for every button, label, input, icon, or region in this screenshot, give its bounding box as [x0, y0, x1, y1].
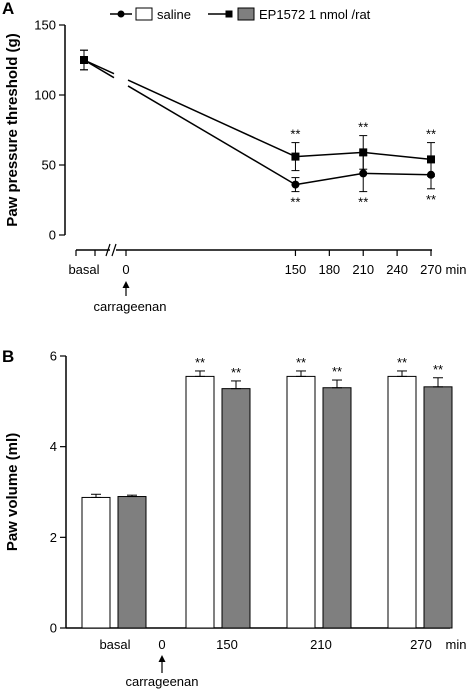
panel-b-x-tick-label: 270 — [410, 637, 432, 652]
panel-a-ep1572-point-marker — [359, 148, 368, 157]
panel-a-carrageenan-label: carrageenan — [94, 299, 167, 314]
panel-a-saline-series-segment — [363, 172, 432, 176]
legend: saline EP1572 1 nmol /rat — [110, 7, 371, 22]
panel-a-ep1572-series-segment — [83, 59, 115, 75]
panel-b-saline-significance-label: ** — [296, 355, 306, 370]
panel-a-ep1572-point-marker — [427, 155, 435, 164]
panel-a-x-tick-label: 210 — [352, 262, 374, 277]
panel-b-saline-bar — [185, 375, 215, 629]
panel-a-ep1572-series-segment — [127, 79, 296, 158]
panel-b-y-tick-label: 0 — [50, 621, 57, 636]
panel-b-bar-chart: 0 2 4 6 Paw volume (ml) ** ** ** ** ** ** basal 0 150… — [4, 349, 466, 689]
panel-a-y-tick-label: 0 — [49, 228, 56, 243]
panel-b-ep1572-significance-label: ** — [332, 364, 342, 379]
panel-b-x-tick-label: min — [446, 637, 467, 652]
panel-a-x-tick-label: 180 — [318, 262, 340, 277]
panel-a-x-axis-break-left — [105, 243, 111, 257]
panel-a-saline-significance-label: ** — [290, 195, 300, 210]
panel-b-saline-bar — [286, 375, 316, 629]
legend-ep-label: EP1572 1 nmol /rat — [259, 7, 371, 22]
legend-saline-label: saline — [157, 7, 191, 22]
panel-a-saline-series-segment — [295, 172, 364, 186]
panel-a-saline-significance-label: ** — [426, 192, 436, 207]
panel-a-saline-point-marker — [291, 180, 300, 189]
panel-b-saline-significance-label: ** — [397, 355, 407, 370]
panel-b-x-tick-label: 0 — [158, 637, 165, 652]
panel-a-y-axis-label: Paw pressure threshold (g) — [4, 33, 21, 226]
panel-b-y-tick-label: 2 — [50, 530, 57, 545]
panel-a-line-chart: 0 50 100 150 Paw pressure threshold (g) basal… — [4, 18, 466, 315]
panel-b-ep1572-significance-label: ** — [433, 362, 443, 377]
panel-a-x-tick-label: min — [446, 262, 467, 277]
panel-b-ep1572-bar — [221, 388, 251, 629]
panel-b-saline-significance-label: ** — [195, 355, 205, 370]
panel-a-ep1572-series-segment — [295, 151, 364, 158]
panel-a-x-tick-label: 150 — [285, 262, 307, 277]
panel-a-y-tick-label: 50 — [42, 158, 56, 173]
panel-a-y-tick-label: 150 — [34, 18, 56, 33]
panel-b-x-tick-label: basal — [99, 637, 130, 652]
panel-a-saline-significance-label: ** — [358, 195, 368, 210]
panel-a-ep1572-significance-label: ** — [290, 127, 300, 142]
panel-b-letter: B — [2, 347, 14, 366]
panel-b-ep1572-significance-label: ** — [231, 365, 241, 380]
panel-b-carrageenan-arrow-head — [158, 655, 166, 662]
legend-saline-swatch — [135, 7, 153, 21]
panel-a-x-tick-label: 0 — [122, 262, 129, 277]
panel-a-x-axis-break-right — [111, 243, 117, 257]
panel-b-carrageenan-label: carrageenan — [126, 674, 199, 689]
panel-a-ep1572-point-marker — [80, 56, 88, 64]
panel-a-ep1572-significance-label: ** — [426, 127, 436, 142]
legend-ep-marker — [225, 10, 233, 18]
panel-a-ep1572-point-marker — [291, 152, 300, 161]
panel-b-saline-bar — [81, 496, 111, 629]
panel-b-ep1572-bar — [117, 496, 147, 629]
panel-b-y-axis-label: Paw volume (ml) — [4, 433, 21, 551]
panel-a-letter: A — [2, 0, 14, 18]
panel-b-x-tick-label: 150 — [216, 637, 238, 652]
panel-b-y-tick-label: 6 — [50, 349, 57, 364]
panel-b-saline-bar — [387, 375, 417, 629]
panel-a-x-tick-label: 270 — [420, 262, 442, 277]
panel-a-saline-series-segment — [127, 85, 296, 186]
panel-b-y-tick-label: 4 — [50, 439, 57, 454]
panel-a-ep1572-series-segment — [363, 151, 432, 161]
panel-a-y-tick-label: 100 — [34, 88, 56, 103]
panel-a-carrageenan-arrow-head — [122, 281, 130, 288]
panel-a-x-tick-label: 240 — [386, 262, 408, 277]
legend-ep-swatch — [237, 7, 255, 21]
panel-a-x-tick-label: basal — [68, 262, 99, 277]
panel-b-ep1572-bar — [322, 387, 352, 629]
panel-b-ep1572-bar — [423, 386, 453, 629]
panel-b-x-tick-label: 210 — [310, 637, 332, 652]
panel-a-ep1572-significance-label: ** — [358, 120, 368, 135]
legend-saline-marker — [117, 10, 125, 18]
panel-a-saline-point-marker — [359, 169, 368, 178]
